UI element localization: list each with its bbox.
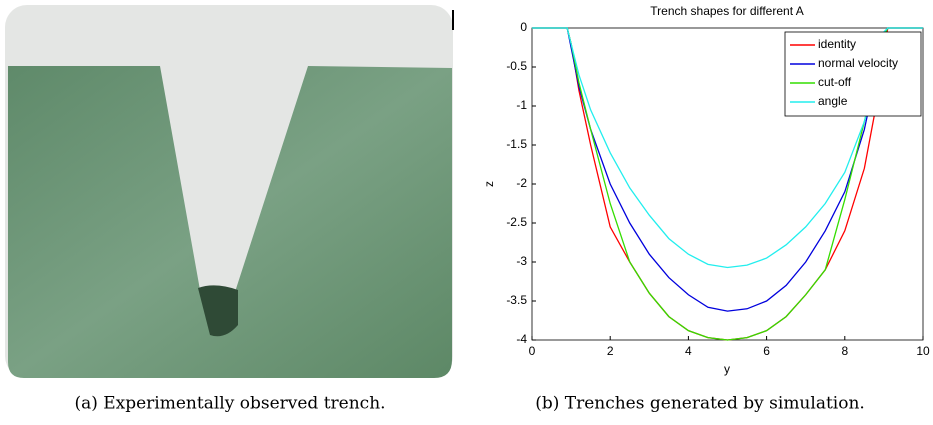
y-tick-label: -2	[516, 176, 527, 190]
y-tick-label: -2.5	[506, 215, 527, 229]
caption: (a) Experimentally observed trench.	[74, 394, 385, 414]
y-tick-label: -3	[516, 254, 527, 268]
photo-material	[8, 66, 452, 378]
y-tick-label: -1.5	[506, 137, 527, 151]
y-tick-label: -4	[516, 332, 527, 346]
x-tick-label: 0	[529, 344, 536, 358]
legend-label: identity	[818, 37, 856, 51]
y-tick-label: -1	[516, 98, 527, 112]
x-tick-label: 4	[685, 344, 692, 358]
x-tick-label: 8	[841, 344, 848, 358]
x-axis-label: y	[724, 362, 730, 376]
legend-label: angle	[818, 94, 848, 108]
x-tick-label: 10	[916, 344, 930, 358]
x-tick-label: 6	[763, 344, 770, 358]
x-tick-label: 2	[607, 344, 614, 358]
legend-label: cut-off	[818, 75, 852, 89]
caption: (b) Trenches generated by simulation.	[535, 394, 865, 414]
y-tick-label: -0.5	[506, 59, 527, 73]
chart-title: Trench shapes for different A	[650, 4, 803, 18]
photo-trench-bottom	[198, 285, 238, 337]
y-axis-label: z	[482, 181, 496, 187]
y-tick-label: -3.5	[506, 293, 527, 307]
legend-label: normal velocity	[818, 56, 898, 70]
photo	[5, 5, 454, 378]
y-tick-label: 0	[520, 20, 527, 34]
